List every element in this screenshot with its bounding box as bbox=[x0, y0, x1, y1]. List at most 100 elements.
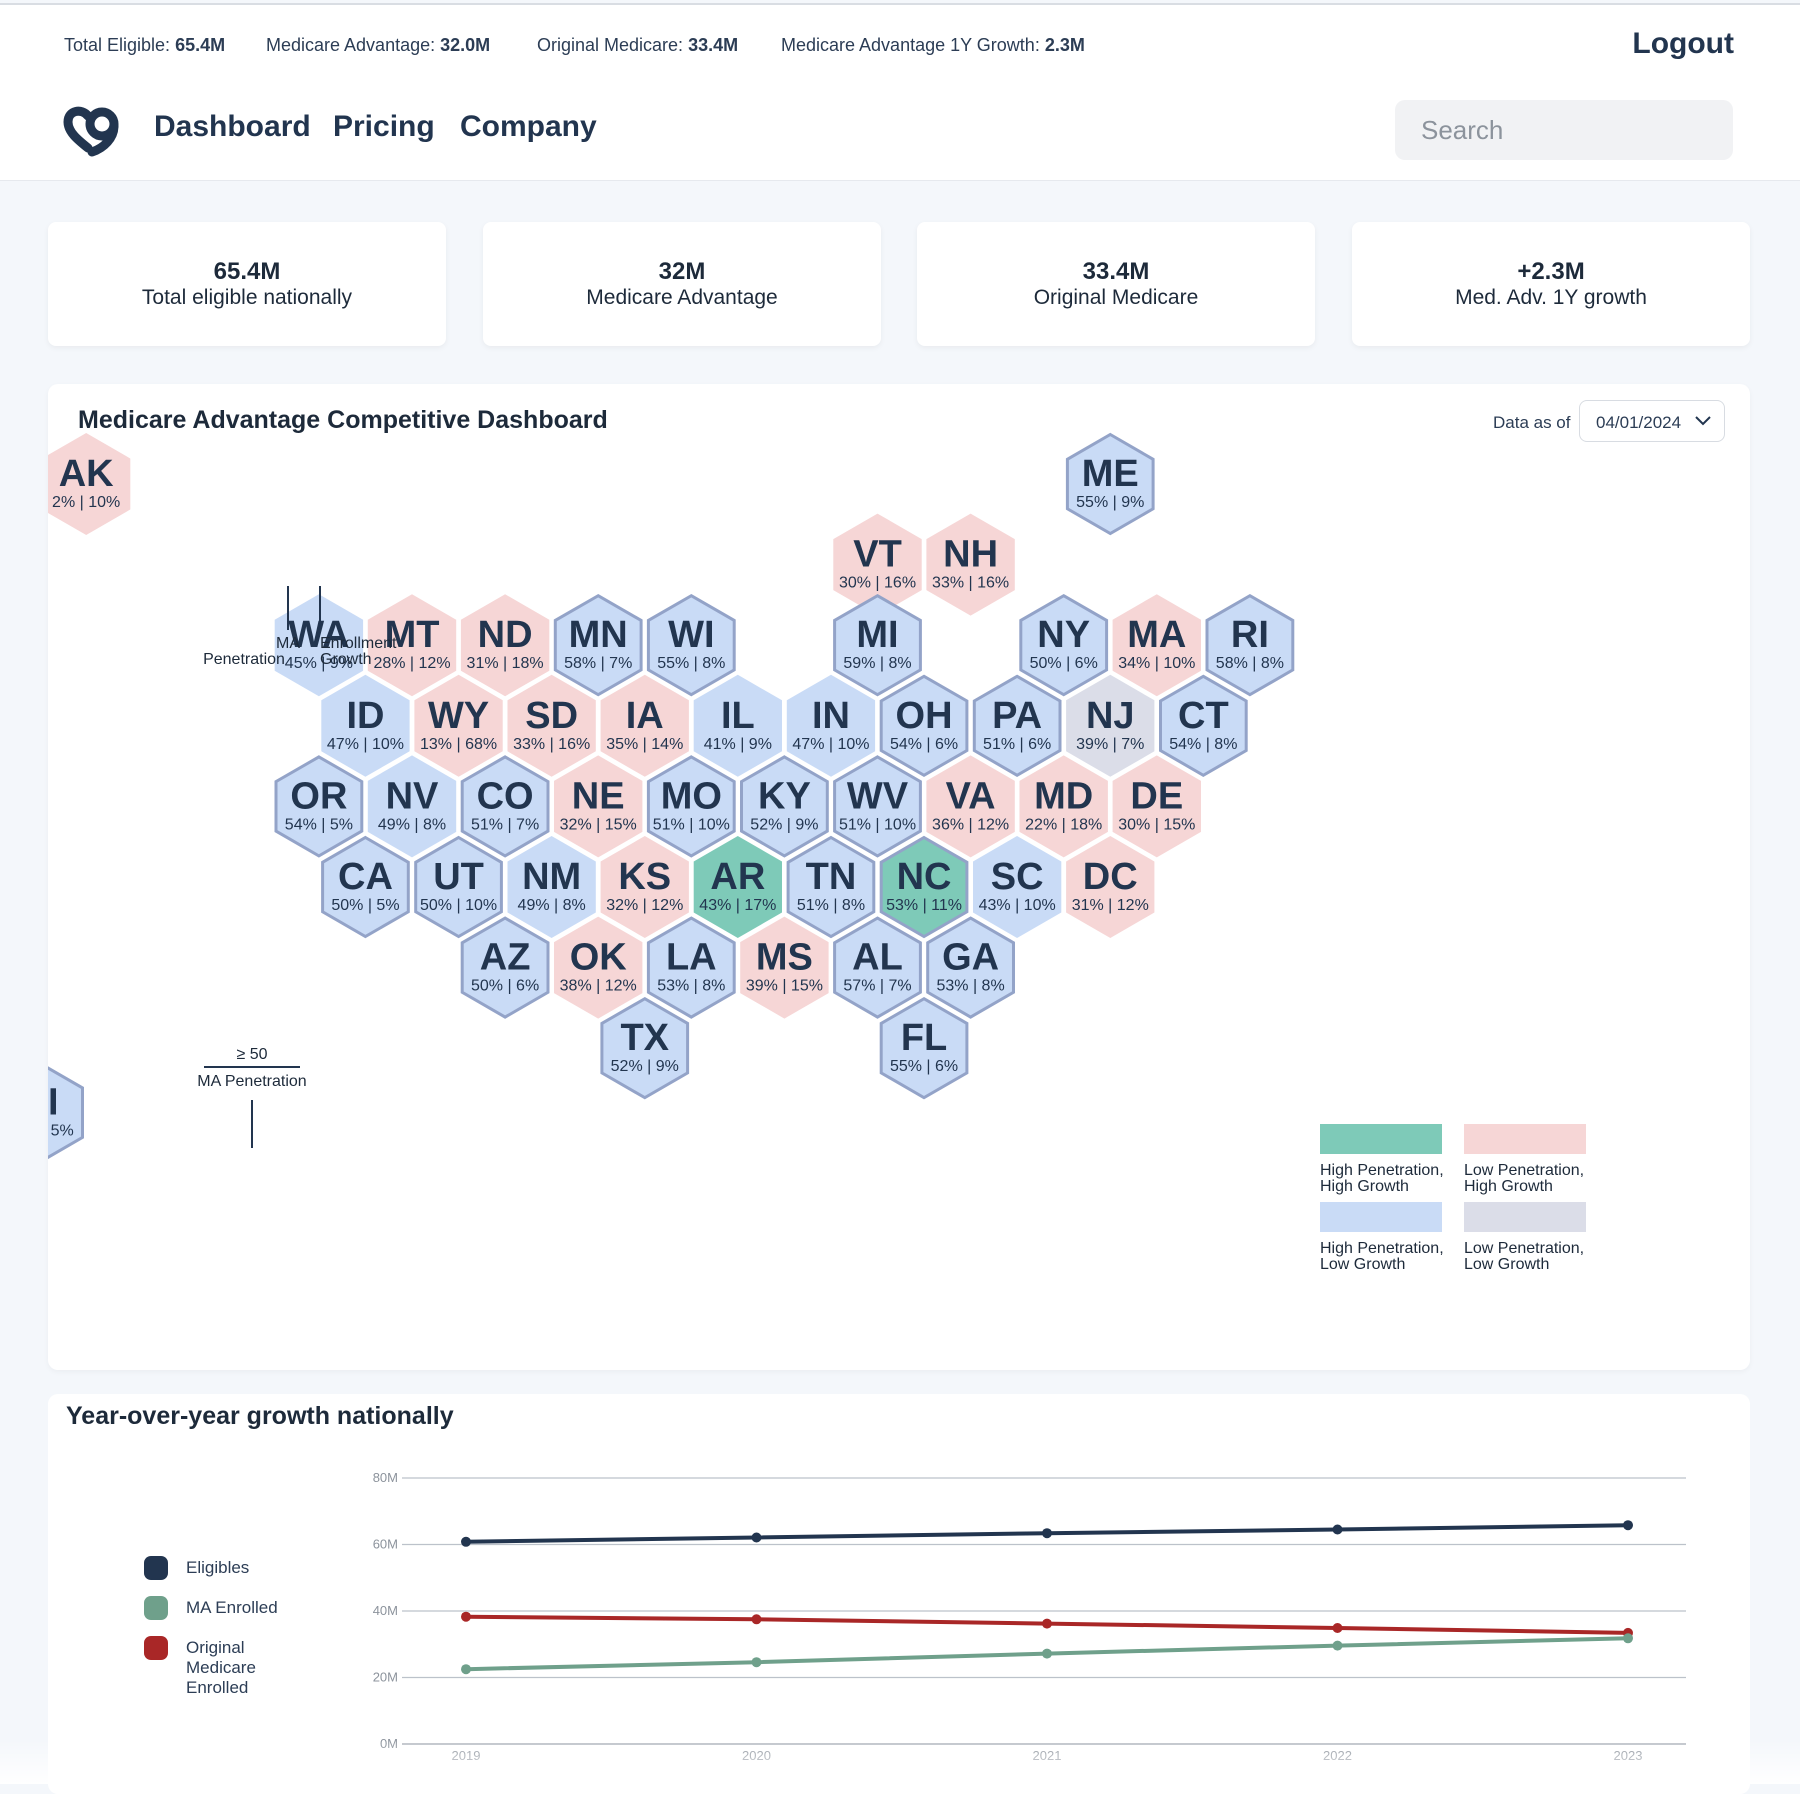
hex-tile bbox=[926, 916, 1015, 1019]
data-point[interactable] bbox=[1332, 1623, 1343, 1633]
search-input[interactable] bbox=[1395, 100, 1733, 160]
data-point[interactable] bbox=[1042, 1648, 1052, 1659]
legend-label-line1: Low Penetration, bbox=[1464, 1240, 1584, 1257]
map-legend-item-high-high: High Penetration,High Growth bbox=[1320, 1124, 1444, 1195]
data-point[interactable] bbox=[1042, 1528, 1052, 1539]
logo-icon[interactable] bbox=[62, 104, 124, 158]
state-hex-hi[interactable]: HI53% | 5% bbox=[48, 1063, 84, 1162]
data-point[interactable] bbox=[461, 1611, 471, 1622]
navbar: Dashboard Pricing Company bbox=[0, 80, 1800, 181]
state-stats: 59% | 8% bbox=[843, 655, 911, 672]
state-abbr: CO bbox=[477, 775, 534, 817]
nav-pricing[interactable]: Pricing bbox=[333, 110, 435, 143]
hex-tile bbox=[1112, 755, 1201, 858]
data-point[interactable] bbox=[461, 1664, 471, 1675]
legend-label-line2: High Growth bbox=[1320, 1178, 1409, 1195]
stat-original-medicare: Original Medicare: 33.4M bbox=[537, 35, 738, 56]
state-stats: 31% | 18% bbox=[467, 655, 544, 672]
state-abbr: RI bbox=[1231, 614, 1269, 656]
date-select[interactable]: 04/01/2024 bbox=[1579, 400, 1725, 442]
state-stats: 49% | 8% bbox=[378, 816, 446, 833]
state-stats: 43% | 10% bbox=[979, 897, 1056, 914]
state-abbr: WY bbox=[428, 695, 489, 737]
data-point[interactable] bbox=[751, 1532, 762, 1543]
hex-tile bbox=[1112, 594, 1201, 697]
state-abbr: DE bbox=[1130, 775, 1183, 817]
data-point[interactable] bbox=[1042, 1618, 1052, 1629]
state-stats: 32% | 12% bbox=[606, 897, 683, 914]
annotation-ma-penetration: MA Penetration Enrollment Growth bbox=[203, 586, 397, 668]
state-stats: 33% | 16% bbox=[513, 736, 590, 753]
nav-dashboard[interactable]: Dashboard bbox=[154, 110, 311, 143]
data-point[interactable] bbox=[1332, 1640, 1343, 1651]
data-point[interactable] bbox=[1332, 1524, 1343, 1535]
data-point[interactable] bbox=[1623, 1633, 1633, 1644]
logout-button[interactable]: Logout bbox=[1632, 27, 1734, 60]
data-point[interactable] bbox=[751, 1614, 762, 1625]
state-abbr: IL bbox=[721, 695, 755, 737]
state-hex-ak[interactable]: AK2% | 10% bbox=[48, 433, 131, 535]
nav-company[interactable]: Company bbox=[460, 110, 597, 143]
annotation-growth-text: Growth bbox=[320, 651, 372, 668]
state-abbr: ME bbox=[1082, 453, 1139, 495]
card-label: Medicare Advantage bbox=[586, 286, 778, 309]
state-stats: 49% | 8% bbox=[518, 897, 586, 914]
state-stats: 33% | 16% bbox=[932, 575, 1009, 592]
data-point[interactable] bbox=[461, 1536, 471, 1547]
data-point[interactable] bbox=[1623, 1520, 1633, 1531]
state-stats: 32% | 15% bbox=[560, 816, 637, 833]
data-point[interactable] bbox=[751, 1657, 762, 1668]
state-stats: 53% | 5% bbox=[48, 1123, 74, 1140]
state-abbr: DC bbox=[1083, 856, 1138, 898]
